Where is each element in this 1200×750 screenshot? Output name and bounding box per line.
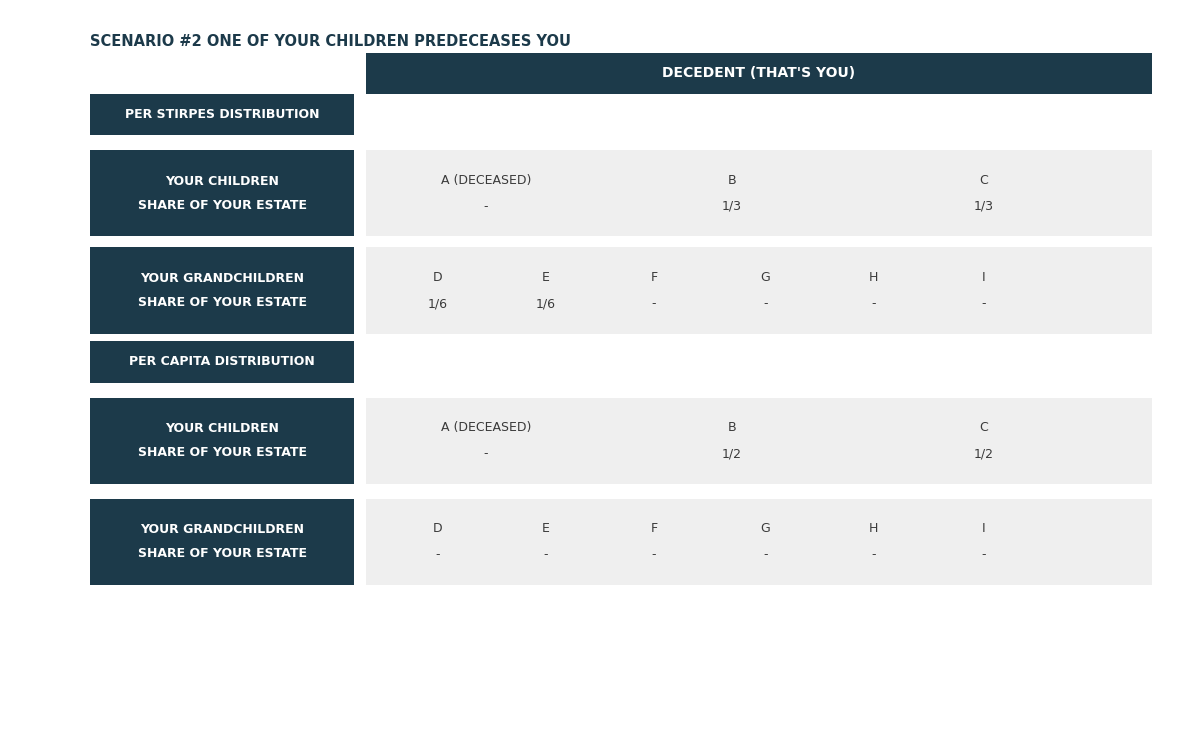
Text: PER CAPITA DISTRIBUTION: PER CAPITA DISTRIBUTION — [130, 356, 314, 368]
FancyBboxPatch shape — [366, 53, 1152, 94]
Text: SHARE OF YOUR ESTATE: SHARE OF YOUR ESTATE — [138, 548, 306, 560]
Text: F: F — [650, 272, 658, 284]
Text: YOUR GRANDCHILDREN: YOUR GRANDCHILDREN — [140, 272, 304, 285]
FancyBboxPatch shape — [90, 499, 354, 585]
FancyBboxPatch shape — [90, 94, 354, 135]
FancyBboxPatch shape — [366, 499, 1152, 585]
Text: -: - — [484, 447, 488, 460]
Text: -: - — [544, 548, 548, 561]
Text: A (DECEASED): A (DECEASED) — [440, 174, 532, 187]
Text: 1/3: 1/3 — [974, 200, 994, 212]
Text: D: D — [433, 523, 443, 536]
Text: SHARE OF YOUR ESTATE: SHARE OF YOUR ESTATE — [138, 446, 306, 459]
Text: PER STIRPES DISTRIBUTION: PER STIRPES DISTRIBUTION — [125, 108, 319, 121]
Text: 1/2: 1/2 — [722, 447, 742, 460]
Text: 1/3: 1/3 — [722, 200, 742, 212]
Text: -: - — [763, 297, 768, 310]
Text: YOUR GRANDCHILDREN: YOUR GRANDCHILDREN — [140, 524, 304, 536]
Text: DECEDENT (THAT'S YOU): DECEDENT (THAT'S YOU) — [662, 66, 856, 80]
Text: -: - — [763, 548, 768, 561]
FancyBboxPatch shape — [90, 150, 354, 236]
Text: H: H — [869, 523, 878, 536]
Text: -: - — [484, 200, 488, 212]
Text: G: G — [761, 272, 770, 284]
Text: YOUR CHILDREN: YOUR CHILDREN — [166, 175, 278, 188]
Text: D: D — [433, 272, 443, 284]
FancyBboxPatch shape — [366, 248, 1152, 334]
Text: C: C — [979, 422, 989, 434]
FancyBboxPatch shape — [90, 248, 354, 334]
Text: -: - — [871, 548, 876, 561]
Text: 1/6: 1/6 — [536, 297, 556, 310]
Text: C: C — [979, 174, 989, 187]
FancyBboxPatch shape — [90, 341, 354, 382]
Text: SHARE OF YOUR ESTATE: SHARE OF YOUR ESTATE — [138, 296, 306, 309]
Text: B: B — [727, 174, 737, 187]
Text: -: - — [436, 548, 440, 561]
Text: -: - — [652, 548, 656, 561]
Text: 1/6: 1/6 — [428, 297, 448, 310]
Text: SHARE OF YOUR ESTATE: SHARE OF YOUR ESTATE — [138, 199, 306, 211]
Text: YOUR CHILDREN: YOUR CHILDREN — [166, 422, 278, 435]
FancyBboxPatch shape — [366, 398, 1152, 484]
Text: A (DECEASED): A (DECEASED) — [440, 422, 532, 434]
Text: I: I — [982, 523, 986, 536]
Text: H: H — [869, 272, 878, 284]
Text: G: G — [761, 523, 770, 536]
Text: SCENARIO #2 ONE OF YOUR CHILDREN PREDECEASES YOU: SCENARIO #2 ONE OF YOUR CHILDREN PREDECE… — [90, 34, 571, 49]
Text: I: I — [982, 272, 986, 284]
Text: -: - — [982, 297, 986, 310]
Text: E: E — [542, 523, 550, 536]
Text: E: E — [542, 272, 550, 284]
Text: F: F — [650, 523, 658, 536]
Text: -: - — [982, 548, 986, 561]
Text: B: B — [727, 422, 737, 434]
Text: -: - — [871, 297, 876, 310]
Text: -: - — [652, 297, 656, 310]
Text: 1/2: 1/2 — [974, 447, 994, 460]
FancyBboxPatch shape — [366, 150, 1152, 236]
FancyBboxPatch shape — [90, 398, 354, 484]
